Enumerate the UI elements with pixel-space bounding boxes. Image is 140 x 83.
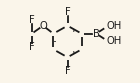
Circle shape xyxy=(104,23,111,30)
Circle shape xyxy=(29,45,34,50)
Text: O: O xyxy=(39,21,47,31)
Circle shape xyxy=(65,68,70,74)
Circle shape xyxy=(104,38,111,45)
Text: OH: OH xyxy=(107,36,122,46)
Circle shape xyxy=(40,23,46,28)
Circle shape xyxy=(29,17,34,23)
Text: OH: OH xyxy=(107,21,122,31)
Circle shape xyxy=(94,31,99,36)
Text: B: B xyxy=(93,29,100,39)
Text: F: F xyxy=(29,15,35,25)
Text: F: F xyxy=(65,66,70,76)
Text: F: F xyxy=(29,42,35,52)
Text: F: F xyxy=(65,7,70,17)
Circle shape xyxy=(65,9,70,15)
